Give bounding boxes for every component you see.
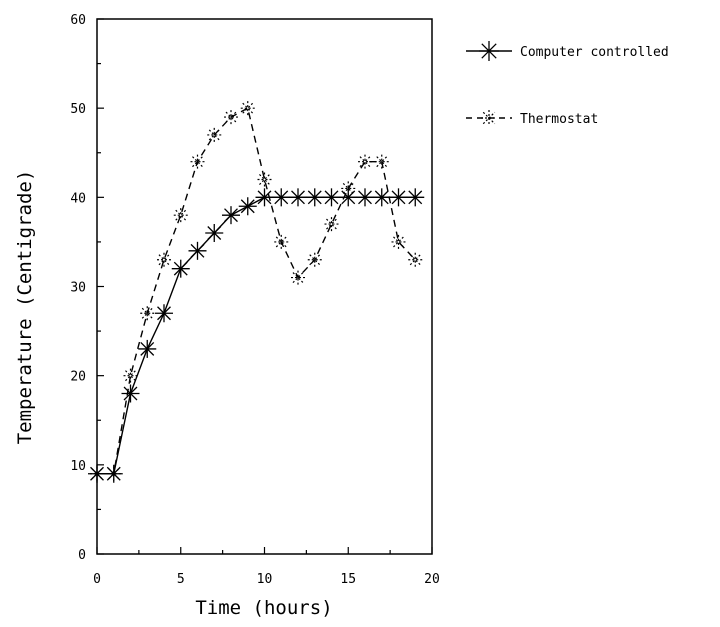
data-point bbox=[205, 224, 224, 242]
legend-item: Computer controlled bbox=[466, 41, 669, 61]
series-layer bbox=[88, 101, 425, 483]
marker-stroke bbox=[274, 190, 289, 205]
axis-ticks bbox=[96, 18, 433, 555]
data-point bbox=[188, 241, 207, 260]
marker-stroke bbox=[391, 190, 406, 205]
marker-stroke bbox=[358, 190, 372, 205]
y-tick-label: 40 bbox=[70, 191, 86, 206]
y-tick-label: 20 bbox=[70, 370, 86, 385]
data-point bbox=[372, 188, 391, 207]
data-point bbox=[257, 172, 272, 187]
legend-label: Computer controlled bbox=[520, 45, 669, 60]
x-tick-label: 15 bbox=[340, 572, 356, 587]
data-point bbox=[305, 188, 324, 207]
marker-stroke bbox=[240, 199, 255, 214]
y-axis-title: Temperature (Centigrade) bbox=[14, 170, 36, 445]
x-tick-label: 5 bbox=[177, 572, 185, 587]
legend-marker bbox=[481, 110, 497, 126]
legend-item: Thermostat bbox=[466, 110, 598, 127]
data-point bbox=[272, 188, 291, 207]
data-point bbox=[171, 259, 190, 278]
data-point bbox=[324, 217, 339, 232]
marker-stroke bbox=[408, 190, 423, 205]
data-point bbox=[255, 188, 274, 207]
y-tick-label: 50 bbox=[70, 102, 86, 117]
data-point bbox=[289, 188, 307, 207]
x-tick-label: 20 bbox=[424, 572, 440, 587]
y-tick-label: 10 bbox=[70, 459, 86, 474]
marker-stroke bbox=[207, 226, 222, 240]
marker-stroke bbox=[257, 190, 272, 205]
marker-stroke bbox=[190, 243, 205, 258]
data-point bbox=[322, 188, 341, 207]
series-1 bbox=[88, 188, 425, 483]
legend: Computer controlled Thermostat bbox=[466, 41, 669, 127]
data-point bbox=[222, 206, 240, 225]
y-tick-label: 30 bbox=[70, 281, 86, 296]
data-point bbox=[240, 101, 255, 116]
marker-stroke bbox=[140, 341, 155, 356]
data-point bbox=[155, 304, 173, 323]
x-tick-label: 10 bbox=[257, 572, 273, 587]
marker-stroke bbox=[482, 111, 496, 125]
marker-stroke bbox=[307, 190, 322, 205]
data-point bbox=[157, 252, 171, 267]
legend-marker bbox=[479, 41, 499, 61]
marker-stroke bbox=[291, 190, 305, 205]
data-point bbox=[389, 188, 408, 207]
marker-stroke bbox=[374, 190, 389, 205]
series-2 bbox=[90, 101, 423, 481]
marker-stroke bbox=[324, 190, 339, 205]
marker-stroke bbox=[123, 386, 138, 401]
marker-stroke bbox=[157, 306, 171, 321]
series-line bbox=[97, 196, 416, 475]
data-point bbox=[173, 208, 188, 223]
axis-tick-labels: 0 5 10 15 20 0 10 20 30 40 50 60 bbox=[70, 13, 439, 587]
y-tick-label: 60 bbox=[70, 13, 86, 28]
data-point bbox=[406, 188, 425, 207]
data-point bbox=[238, 197, 257, 216]
marker-stroke bbox=[173, 261, 188, 276]
x-axis-title: Time (hours) bbox=[195, 597, 332, 619]
data-point bbox=[138, 339, 157, 358]
marker-stroke bbox=[481, 43, 497, 59]
plot-frame bbox=[96, 18, 433, 555]
marker-stroke bbox=[224, 208, 238, 223]
legend-label: Thermostat bbox=[520, 112, 598, 127]
data-point bbox=[356, 188, 374, 207]
x-tick-label: 0 bbox=[93, 572, 101, 587]
data-point bbox=[121, 384, 140, 403]
y-tick-label: 0 bbox=[78, 548, 86, 563]
data-point bbox=[408, 252, 423, 267]
series-line bbox=[97, 107, 416, 475]
